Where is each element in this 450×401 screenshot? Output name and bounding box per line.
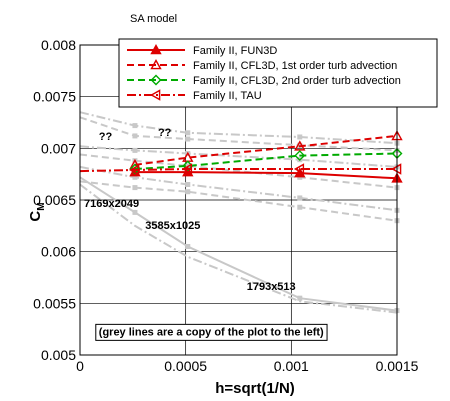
grey-marker <box>132 174 138 180</box>
grey-marker <box>185 182 191 187</box>
legend-label: Family II, CFL3D, 1st order turb advecti… <box>193 60 397 72</box>
x-tick-label: 0 <box>76 358 84 374</box>
y-axis-title-group: CM <box>27 202 47 221</box>
y-tick-label: 0.007 <box>41 140 76 156</box>
grey-marker <box>185 244 191 249</box>
y-axis-title: CM <box>27 202 47 221</box>
grey-marker <box>297 134 303 140</box>
legend-entry: Family II, FUN3D <box>127 44 277 57</box>
triangle-left-marker <box>129 164 140 176</box>
grey-marker <box>185 136 191 142</box>
grid-size-annotation: 3585x1025 <box>145 220 200 232</box>
legend-entry: Family II, CFL3D, 1st order turb advecti… <box>127 59 397 72</box>
diamond-marker <box>294 150 306 162</box>
triangle-left-marker <box>293 163 305 175</box>
grey-marker <box>185 130 191 136</box>
legend-label: Family II, CFL3D, 2nd order turb advecti… <box>193 75 401 87</box>
triangle-up-marker <box>294 140 306 151</box>
grey-marker <box>132 123 138 129</box>
grey-marker <box>297 295 303 301</box>
series-line <box>134 134 398 166</box>
legend: Family II, FUN3D Family II, CFL3D, 1st or… <box>118 38 438 108</box>
grey-line-path <box>79 153 398 189</box>
y-tick-label: 0.0075 <box>33 89 76 105</box>
x-tick-label: 0.001 <box>274 358 309 374</box>
note-box <box>95 323 328 341</box>
grey-marker <box>297 142 303 148</box>
annotations: 7169x2049 3585x1025 1793x513 (grey lines ar… <box>84 127 328 341</box>
triangle-left-marker <box>181 163 193 175</box>
tick-labels: 0 0.0005 0.001 0.0015 0.005 0.0055 0.006 0.0065… <box>33 37 418 374</box>
y-axis-title-sub: M <box>36 202 47 210</box>
grey-marker <box>297 204 303 210</box>
legend-entry: Family II, TAU <box>127 89 262 102</box>
x-axis-title: h=sqrt(1/N) <box>215 380 295 397</box>
series-line <box>134 171 398 180</box>
panel-label: SA model <box>130 13 177 25</box>
grey-marker <box>132 209 138 215</box>
series-line <box>134 152 398 170</box>
grey-line-path <box>79 180 398 222</box>
series-line <box>79 168 397 173</box>
y-tick-label: 0.005 <box>41 347 76 363</box>
legend-label: Family II, TAU <box>193 90 262 102</box>
grey-marker <box>185 189 191 195</box>
y-tick-label: 0.008 <box>41 37 76 53</box>
y-tick-label: 0.0065 <box>33 192 76 208</box>
y-tick-label: 0.006 <box>41 244 76 260</box>
diamond-marker <box>150 74 162 86</box>
triangle-up-marker <box>150 44 162 55</box>
question-annotation: ?? <box>99 131 113 143</box>
legend-entry: Family II, CFL3D, 2nd order turb advecti… <box>127 74 401 87</box>
grey-marker <box>132 133 138 139</box>
x-tick-label: 0.0015 <box>376 358 419 374</box>
grey-marker <box>297 195 303 201</box>
grid-size-annotation: 1793x513 <box>247 281 296 293</box>
grey-marker <box>132 185 138 191</box>
series-family-ii-fun3d <box>129 166 403 183</box>
note-annotation: (grey lines are a copy of the plot to th… <box>99 326 324 338</box>
y-tick-label: 0.0055 <box>33 295 76 311</box>
x-tick-label: 0.0005 <box>164 358 207 374</box>
grey-marker <box>132 147 138 153</box>
triangle-left-marker <box>150 89 161 101</box>
y-axis-title-main: C <box>27 211 44 222</box>
question-annotation: ?? <box>158 127 172 139</box>
grid-size-annotation: 7169x2049 <box>84 198 139 210</box>
legend-label: Family II, FUN3D <box>193 45 277 57</box>
triangle-up-marker <box>150 59 162 70</box>
